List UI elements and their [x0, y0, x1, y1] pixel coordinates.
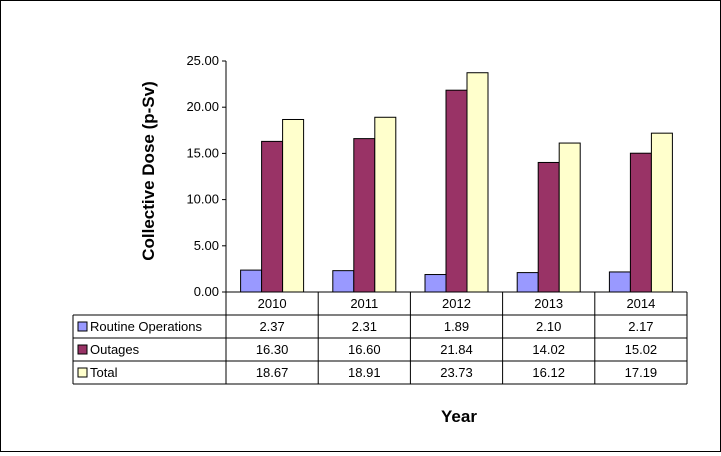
category-label: 2014	[626, 296, 655, 311]
bar-total-2011	[374, 116, 397, 293]
bar-routine-operations-2014	[608, 271, 631, 293]
table-cell-value: 16.60	[348, 342, 381, 357]
table-cell-value: 15.02	[625, 342, 658, 357]
table-cell-value: 2.37	[259, 319, 284, 334]
bar-total-2010	[282, 118, 305, 293]
bar-routine-operations-2013	[516, 272, 539, 293]
table-cell-value: 14.02	[532, 342, 565, 357]
table-cell-value: 18.67	[256, 365, 289, 380]
table-cell-value: 17.19	[625, 365, 658, 380]
bar-total-2014	[650, 132, 673, 293]
table-cell-value: 16.12	[532, 365, 565, 380]
category-label: 2012	[442, 296, 471, 311]
bars-layer	[240, 72, 673, 293]
bar-total-2013	[558, 142, 581, 293]
bar-outages-2010	[261, 140, 284, 293]
table-cell-value: 2.10	[536, 319, 561, 334]
y-axis: 0.00 5.00 10.00 15.00 20.00 25.00	[186, 53, 227, 299]
legend-label: Routine Operations	[90, 319, 203, 334]
legend-key-total	[77, 367, 88, 378]
y-axis-title: Collective Dose (p-Sv)	[139, 81, 158, 261]
table-cell-value: 23.73	[440, 365, 473, 380]
x-axis-title: Year	[441, 407, 477, 426]
bar-outages-2013	[537, 161, 560, 293]
bar-routine-operations-2010	[240, 269, 263, 293]
table-cell-value: 1.89	[444, 319, 469, 334]
category-label: 2011	[350, 296, 378, 311]
y-tick-label: 25.00	[186, 53, 219, 68]
table-cell-value: 2.31	[352, 319, 377, 334]
y-tick-label: 10.00	[186, 192, 219, 207]
bar-outages-2012	[445, 89, 468, 293]
category-label: 2010	[258, 296, 287, 311]
category-label: 2013	[534, 296, 563, 311]
table-cell-value: 2.17	[628, 319, 653, 334]
bar-routine-operations-2011	[332, 270, 355, 293]
bar-routine-operations-2012	[424, 274, 447, 293]
legend-label: Total	[90, 365, 118, 380]
bar-total-2012	[466, 72, 489, 293]
y-tick-label: 15.00	[186, 145, 219, 160]
bar-outages-2011	[353, 138, 376, 293]
table-cell-value: 21.84	[440, 342, 473, 357]
data-table: 2010 2011 2012 2013 2014 Routine Operations 2.…	[72, 291, 688, 385]
y-tick-label: 20.00	[186, 99, 219, 114]
legend-label: Outages	[90, 342, 140, 357]
y-tick-label: 0.00	[194, 284, 219, 299]
y-tick-label: 5.00	[194, 238, 219, 253]
bar-outages-2014	[629, 152, 652, 293]
table-cell-value: 16.30	[256, 342, 289, 357]
legend-key-outages	[77, 344, 88, 355]
table-cell-value: 18.91	[348, 365, 381, 380]
legend-key-routine-operations	[77, 321, 88, 332]
